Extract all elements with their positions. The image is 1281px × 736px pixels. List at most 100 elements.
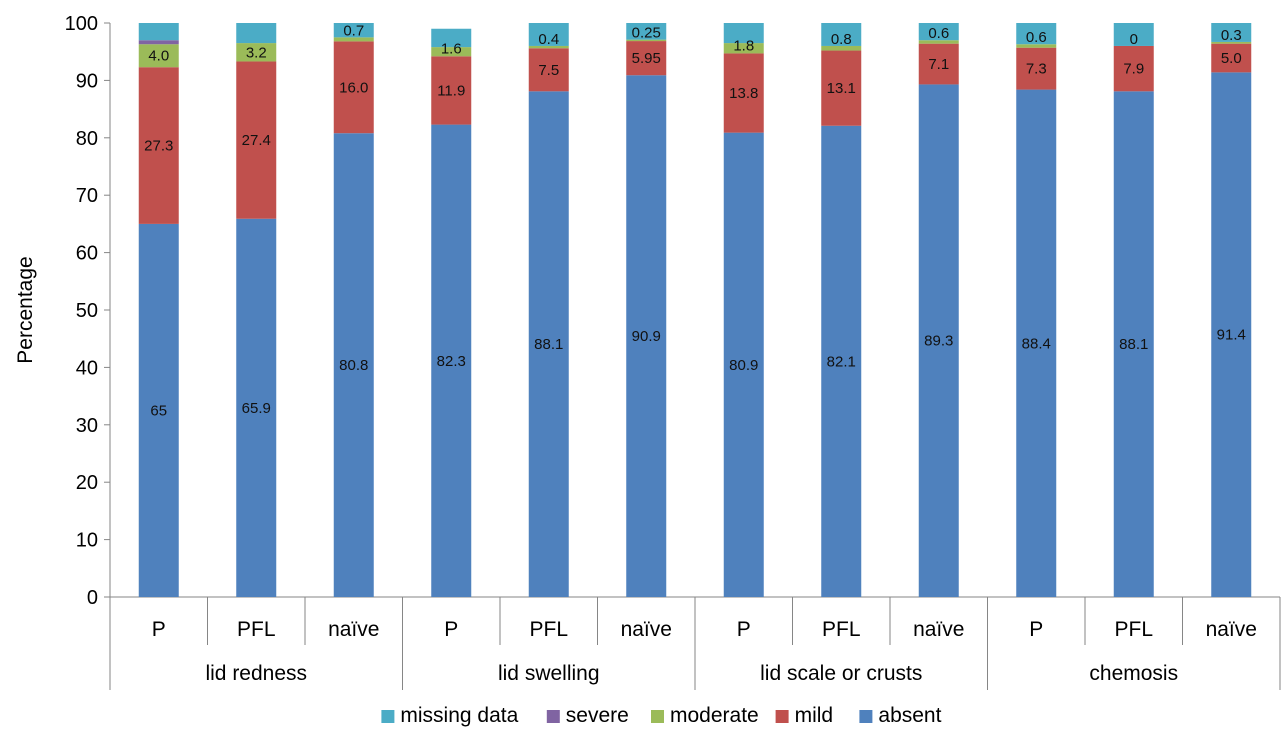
bar-segment-moderate <box>333 37 374 42</box>
data-label-mild: 7.9 <box>1123 61 1144 78</box>
data-labels: 65 27.3 4.0 65.9 27.4 3.2 80.8 16.0 0.7 82.3 11.9 1… <box>144 22 1246 419</box>
legend-swatch-absent <box>859 710 873 723</box>
x-group-label: lid redness <box>205 662 307 685</box>
axes: 0 10 20 30 40 50 60 70 80 90 100 <box>65 13 1280 609</box>
x-group-label: chemosis <box>1089 662 1178 685</box>
data-label-moderate: 0.3 <box>1221 27 1242 44</box>
x-category-label: PFL <box>237 618 276 641</box>
y-tick-label: 40 <box>76 357 98 379</box>
data-label-absent: 80.8 <box>339 357 368 374</box>
x-category-label: naïve <box>913 618 964 641</box>
bar-segment-missing-data <box>138 23 179 41</box>
y-tick-label: 20 <box>76 472 98 494</box>
x-category-label: naïve <box>1206 618 1257 641</box>
data-label-absent: 82.1 <box>827 353 856 370</box>
data-label-moderate: 0 <box>1130 31 1138 48</box>
bar-segment-missing-data <box>1211 23 1252 42</box>
legend-label-absent: absent <box>878 704 941 727</box>
y-tick-label: 50 <box>76 300 98 322</box>
legend-swatch-severe <box>546 710 560 723</box>
data-label-moderate: 0.7 <box>343 22 364 39</box>
y-tick-label: 60 <box>76 243 98 265</box>
bar-segment-missing-data <box>1016 23 1057 45</box>
data-label-moderate: 0.6 <box>1026 29 1047 46</box>
bar-segment-moderate <box>236 43 277 62</box>
data-label-absent: 90.9 <box>632 328 661 345</box>
data-label-mild: 27.4 <box>242 132 271 149</box>
y-tick-label: 70 <box>76 185 98 207</box>
bar-segment-mild <box>1211 43 1252 73</box>
x-group-label: lid scale or crusts <box>760 662 922 685</box>
bar-segment-moderate <box>821 45 862 51</box>
data-label-mild: 13.1 <box>827 80 856 97</box>
data-label-absent: 65.9 <box>242 400 271 417</box>
x-axis: P PFL naïve P PFL naïve P PFL naïve P PFL naïve lid … <box>109 597 1281 690</box>
data-label-mild: 7.1 <box>928 56 949 73</box>
bar-segment-absent <box>528 91 569 597</box>
x-category-label: P <box>444 618 458 641</box>
bar-segment-moderate <box>1016 44 1057 48</box>
data-label-moderate: 4.0 <box>148 48 169 65</box>
data-label-absent: 89.3 <box>924 333 953 350</box>
data-label-mild: 7.3 <box>1026 61 1047 78</box>
x-category-label: P <box>737 618 751 641</box>
data-label-moderate: 0.4 <box>538 31 559 48</box>
bar-segment-moderate <box>626 39 667 42</box>
data-label-mild: 27.3 <box>144 138 173 155</box>
data-label-moderate: 0.8 <box>831 31 852 48</box>
bar-segment-missing-data <box>821 23 862 46</box>
x-category-label: P <box>152 618 166 641</box>
data-label-absent: 91.4 <box>1217 327 1246 344</box>
bar-segment-missing-data <box>723 23 764 44</box>
data-label-absent: 88.1 <box>534 336 563 353</box>
bar-segment-moderate <box>723 43 764 54</box>
bar-segment-absent <box>1113 91 1154 597</box>
bar-segment-absent <box>236 218 277 597</box>
x-category-label: PFL <box>822 618 861 641</box>
bar-segment-mild <box>918 43 959 85</box>
bar-segment-missing-data <box>918 23 959 41</box>
data-label-moderate: 1.8 <box>733 37 754 54</box>
bar-segment-mild <box>138 67 179 224</box>
bar-segment-moderate <box>918 40 959 44</box>
bar-segment-missing-data <box>236 23 277 44</box>
y-tick-label: 10 <box>76 530 98 552</box>
bar-segment-absent <box>821 125 862 597</box>
bar-segment-absent <box>138 223 179 597</box>
y-tick-label: 100 <box>65 13 98 35</box>
data-label-absent: 88.4 <box>1022 335 1051 352</box>
bar-segment-mild <box>723 53 764 133</box>
bars <box>138 23 1252 598</box>
bar-segment-absent <box>1211 72 1252 597</box>
legend-label-missing-data: missing data <box>400 704 518 727</box>
bar-segment-mild <box>626 41 667 76</box>
data-label-absent: 65 <box>150 402 167 419</box>
bar-segment-moderate <box>138 44 179 68</box>
bar-segment-severe <box>138 40 179 45</box>
bar-segment-absent <box>626 75 667 597</box>
bar-segment-mild <box>431 56 472 125</box>
legend-label-severe: severe <box>566 704 629 727</box>
bar-segment-missing-data <box>626 23 667 40</box>
data-label-mild: 7.5 <box>538 62 559 79</box>
bar-segment-absent <box>1016 89 1057 598</box>
bar-segment-mild <box>821 50 862 126</box>
data-label-absent: 82.3 <box>437 353 466 370</box>
x-group-label: lid swelling <box>498 662 600 685</box>
data-label-moderate: 0.25 <box>632 25 661 42</box>
legend: missing data severe moderate mild absent <box>381 704 942 727</box>
y-tick-label: 80 <box>76 128 98 150</box>
data-label-absent: 88.1 <box>1119 336 1148 353</box>
legend-label-moderate: moderate <box>670 704 759 727</box>
data-label-mild: 11.9 <box>437 82 465 99</box>
bar-segment-absent <box>431 124 472 598</box>
data-label-absent: 80.9 <box>729 357 758 374</box>
legend-label-mild: mild <box>795 704 834 727</box>
bar-segment-moderate <box>1211 41 1252 44</box>
x-category-label: PFL <box>529 618 568 641</box>
bar-segment-missing-data <box>528 23 569 46</box>
data-label-moderate: 1.6 <box>441 40 462 57</box>
bar-segment-mild <box>236 61 277 219</box>
x-category-label: P <box>1029 618 1043 641</box>
